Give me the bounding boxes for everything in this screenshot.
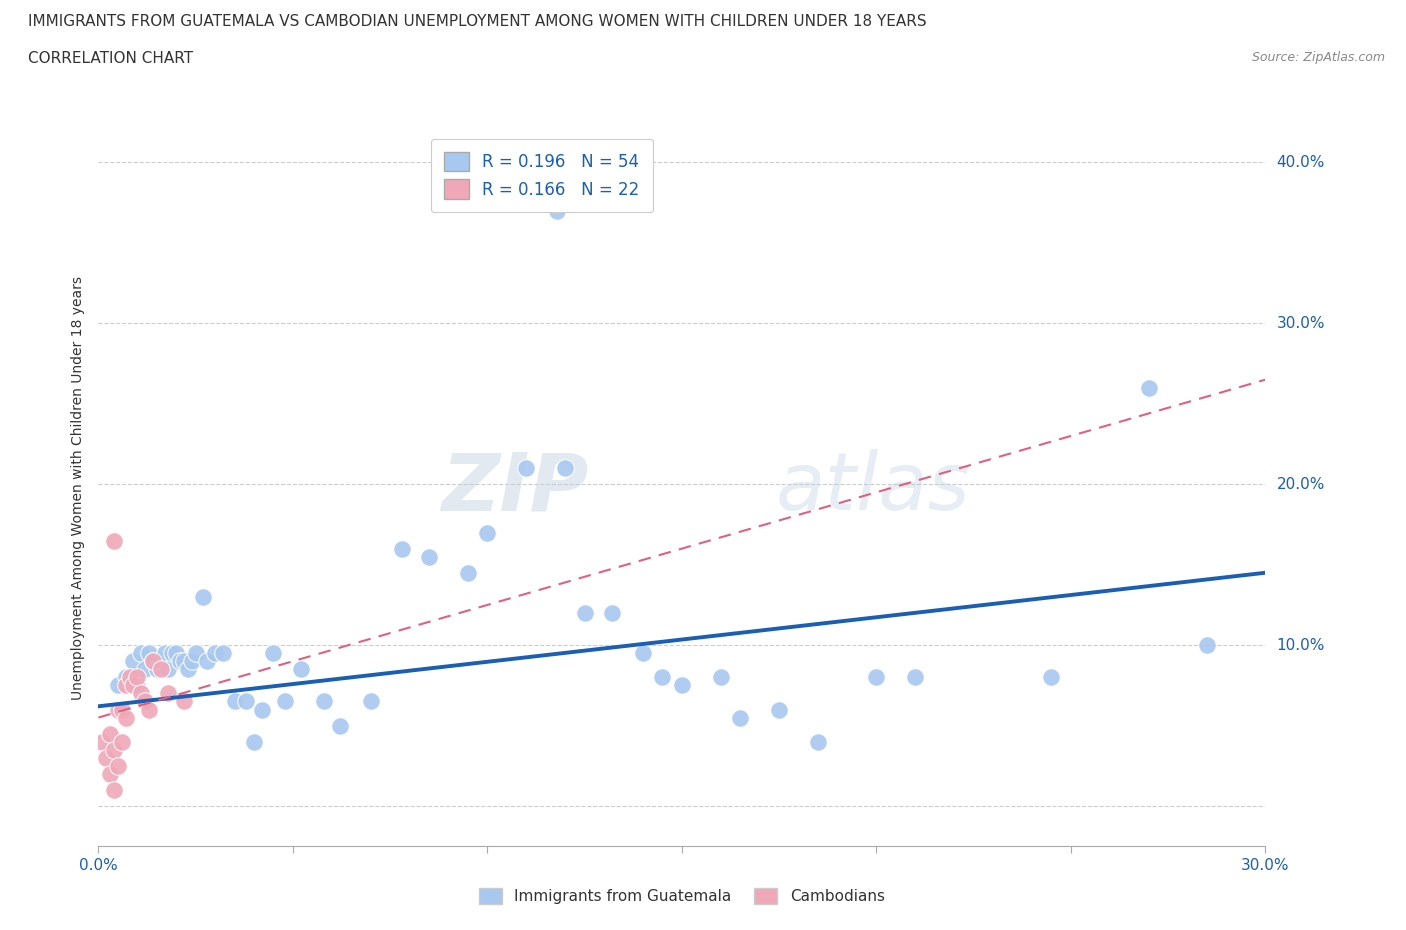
- Point: [730, 711, 752, 725]
- Point: [184, 645, 207, 660]
- Point: [98, 766, 121, 781]
- Text: ZIP: ZIP: [441, 449, 589, 527]
- Point: [129, 645, 152, 660]
- Text: IMMIGRANTS FROM GUATEMALA VS CAMBODIAN UNEMPLOYMENT AMONG WOMEN WITH CHILDREN UN: IMMIGRANTS FROM GUATEMALA VS CAMBODIAN U…: [28, 14, 927, 29]
- Text: 20.0%: 20.0%: [1277, 477, 1324, 492]
- Text: 10.0%: 10.0%: [1277, 638, 1324, 653]
- Point: [173, 654, 195, 669]
- Point: [114, 678, 136, 693]
- Legend: Immigrants from Guatemala, Cambodians: Immigrants from Guatemala, Cambodians: [472, 882, 891, 910]
- Point: [235, 694, 257, 709]
- Point: [250, 702, 273, 717]
- Text: CORRELATION CHART: CORRELATION CHART: [28, 51, 193, 66]
- Point: [418, 550, 440, 565]
- Point: [129, 686, 152, 701]
- Point: [329, 718, 352, 733]
- Y-axis label: Unemployment Among Women with Children Under 18 years: Unemployment Among Women with Children U…: [70, 276, 84, 700]
- Point: [312, 694, 335, 709]
- Point: [169, 654, 191, 669]
- Point: [122, 678, 145, 693]
- Point: [710, 670, 733, 684]
- Point: [142, 654, 165, 669]
- Point: [107, 678, 129, 693]
- Point: [127, 670, 149, 684]
- Point: [631, 645, 654, 660]
- Point: [157, 662, 180, 677]
- Point: [111, 735, 134, 750]
- Point: [865, 670, 887, 684]
- Point: [134, 662, 156, 677]
- Point: [224, 694, 246, 709]
- Point: [134, 694, 156, 709]
- Point: [149, 654, 172, 669]
- Point: [96, 751, 118, 765]
- Point: [180, 654, 202, 669]
- Point: [243, 735, 266, 750]
- Point: [807, 735, 830, 750]
- Point: [107, 758, 129, 773]
- Point: [457, 565, 479, 580]
- Text: 40.0%: 40.0%: [1277, 155, 1324, 170]
- Point: [173, 694, 195, 709]
- Point: [114, 670, 136, 684]
- Point: [204, 645, 226, 660]
- Text: 30.0%: 30.0%: [1277, 316, 1324, 331]
- Point: [212, 645, 235, 660]
- Point: [157, 686, 180, 701]
- Point: [651, 670, 673, 684]
- Point: [768, 702, 790, 717]
- Text: atlas: atlas: [775, 449, 970, 527]
- Point: [98, 726, 121, 741]
- Point: [111, 702, 134, 717]
- Point: [107, 702, 129, 717]
- Point: [193, 590, 215, 604]
- Point: [177, 662, 200, 677]
- Point: [142, 654, 165, 669]
- Point: [103, 782, 125, 797]
- Point: [904, 670, 927, 684]
- Point: [290, 662, 312, 677]
- Point: [165, 645, 187, 660]
- Point: [1137, 380, 1160, 395]
- Point: [162, 645, 184, 660]
- Point: [146, 662, 169, 677]
- Point: [274, 694, 297, 709]
- Point: [149, 662, 172, 677]
- Point: [600, 605, 623, 620]
- Point: [360, 694, 382, 709]
- Point: [1195, 638, 1218, 653]
- Point: [515, 460, 537, 475]
- Point: [554, 460, 576, 475]
- Point: [262, 645, 284, 660]
- Point: [103, 533, 125, 548]
- Point: [91, 735, 114, 750]
- Text: Source: ZipAtlas.com: Source: ZipAtlas.com: [1251, 51, 1385, 64]
- Point: [127, 678, 149, 693]
- Point: [1040, 670, 1063, 684]
- Point: [671, 678, 693, 693]
- Point: [195, 654, 218, 669]
- Point: [153, 645, 176, 660]
- Point: [574, 605, 596, 620]
- Point: [114, 711, 136, 725]
- Point: [138, 702, 160, 717]
- Point: [103, 742, 125, 757]
- Point: [391, 541, 413, 556]
- Point: [138, 645, 160, 660]
- Point: [477, 525, 499, 540]
- Point: [118, 670, 141, 684]
- Point: [546, 204, 568, 219]
- Point: [122, 654, 145, 669]
